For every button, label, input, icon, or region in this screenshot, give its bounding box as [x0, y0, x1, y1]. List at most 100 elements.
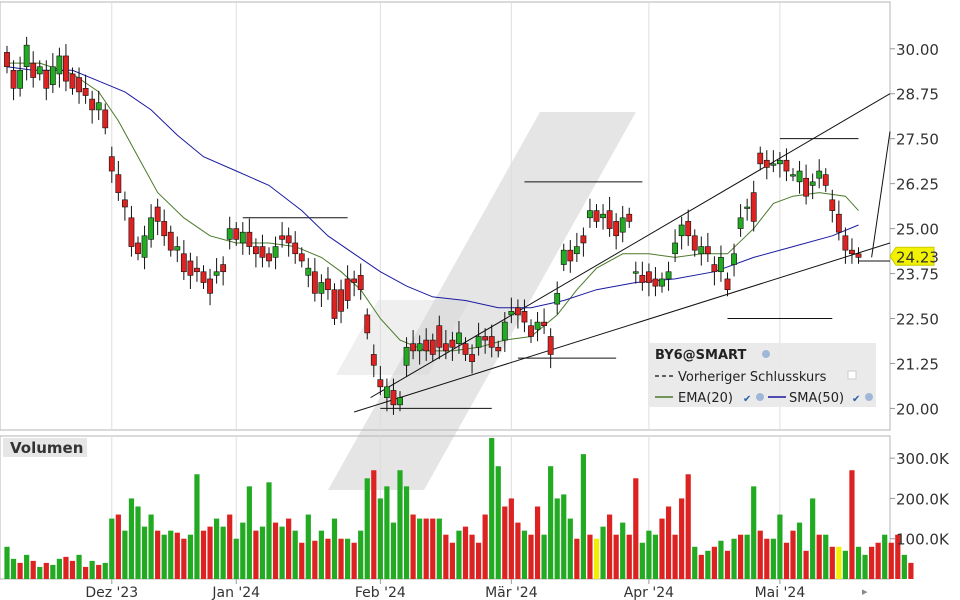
volume-bar — [181, 538, 187, 579]
watermark-stripe — [328, 112, 636, 490]
candle — [364, 308, 371, 340]
y-tick-label: 21.25 — [896, 355, 939, 373]
candle — [704, 232, 711, 263]
candle — [456, 321, 462, 354]
candle-body — [783, 159, 790, 172]
volume-bar — [665, 506, 672, 579]
candle — [744, 198, 751, 221]
volume-bar — [292, 530, 298, 579]
candle-body — [488, 336, 495, 348]
candle — [338, 279, 344, 324]
candle — [36, 60, 43, 81]
volume-bar — [541, 534, 547, 579]
volume-bar — [338, 538, 344, 579]
candle-body — [298, 253, 305, 262]
candle-body — [587, 210, 593, 219]
sma-settings-icon[interactable] — [865, 393, 873, 401]
candle — [776, 151, 783, 178]
volume-bar — [777, 514, 783, 579]
candle-body — [63, 55, 69, 82]
volume-tick-label: 300.0K — [896, 450, 950, 468]
candle-body — [43, 70, 50, 89]
ema-check-icon[interactable]: ✔ — [743, 394, 751, 405]
symbol-settings-icon[interactable] — [762, 350, 770, 358]
x-tick-label: Dez '23 — [85, 585, 138, 600]
candle — [305, 258, 312, 288]
volume-bar — [842, 550, 848, 579]
volume-bar — [76, 554, 82, 579]
volume-bar — [410, 514, 416, 579]
candle — [816, 159, 823, 189]
candle-body — [711, 264, 718, 273]
volume-bar — [279, 526, 285, 579]
volume-bar — [574, 538, 580, 579]
candle — [587, 198, 593, 228]
candle — [501, 312, 508, 352]
y-tick-label: 28.75 — [896, 86, 939, 104]
volume-bar — [364, 478, 370, 579]
ema-settings-icon[interactable] — [756, 393, 764, 401]
scroll-right-icon[interactable]: ▸ — [862, 585, 868, 598]
candle-body — [305, 267, 312, 276]
candle — [213, 258, 220, 284]
candle-body — [718, 257, 724, 273]
candle — [632, 261, 639, 284]
candle-body — [148, 217, 154, 240]
volume-bar — [829, 546, 835, 579]
volume-bar — [711, 546, 717, 579]
candle-body — [416, 343, 423, 352]
volume-bar — [4, 546, 10, 579]
candle — [141, 225, 148, 270]
candle — [600, 204, 606, 230]
volume-bar — [783, 542, 790, 579]
prev-close-toggle-icon[interactable] — [847, 370, 857, 380]
volume-bar — [109, 518, 115, 579]
candle — [757, 146, 764, 171]
candle-body — [528, 325, 534, 337]
sma-check-icon[interactable]: ✔ — [852, 394, 860, 405]
candle — [613, 213, 620, 250]
candle-body — [279, 235, 285, 240]
candle-body — [849, 249, 855, 255]
candle-body — [822, 174, 829, 186]
candle — [76, 67, 82, 104]
candle-body — [200, 271, 207, 283]
volume-bar — [122, 530, 128, 579]
candle — [17, 56, 23, 97]
volume-bar — [377, 498, 383, 579]
candle-body — [757, 152, 764, 165]
candle — [410, 330, 416, 360]
y-tick-label: 30.00 — [896, 41, 939, 59]
volume-bar — [613, 534, 619, 579]
candle — [495, 340, 502, 358]
volume-bar — [508, 498, 514, 579]
candle-body — [796, 170, 803, 183]
volume-bar — [174, 532, 180, 579]
candle-body — [325, 278, 331, 291]
candle — [534, 312, 541, 342]
volume-bar — [626, 534, 632, 579]
volume-bar — [751, 486, 757, 579]
candle-body — [331, 289, 338, 319]
volume-bar — [869, 546, 875, 579]
candle — [606, 196, 613, 237]
volume-bar — [30, 560, 36, 579]
candle-body — [207, 278, 213, 294]
volume-bar — [83, 566, 89, 579]
candle-body — [600, 213, 606, 219]
volume-bar — [299, 542, 305, 579]
candle — [56, 47, 63, 88]
volume-bar — [168, 530, 174, 579]
candle-body — [449, 339, 456, 348]
candle — [652, 267, 659, 297]
trend-line — [370, 93, 891, 399]
candle-body — [357, 275, 364, 291]
candle-body — [370, 354, 377, 366]
volume-bar — [587, 534, 593, 579]
candle-body — [469, 354, 475, 362]
candles — [4, 36, 862, 415]
candle — [554, 281, 561, 315]
candle-body — [344, 278, 351, 301]
volume-bar — [482, 514, 488, 579]
candle-body — [514, 307, 521, 316]
